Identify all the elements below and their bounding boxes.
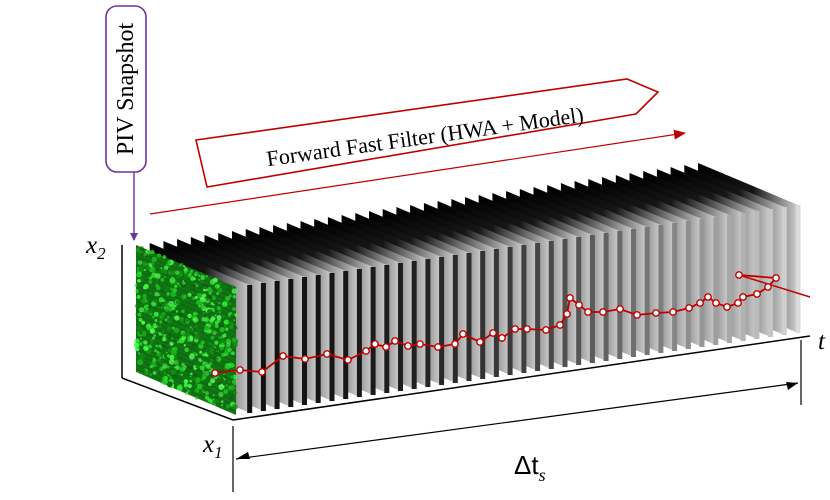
trajectory-point: [362, 347, 370, 355]
trajectory-point: [511, 325, 519, 333]
trajectory-point: [616, 305, 624, 313]
trajectory-point: [391, 337, 399, 345]
duration-label: Δts: [514, 450, 546, 485]
trajectory-point: [523, 325, 531, 333]
piv-snapshot-plane: [133, 245, 239, 415]
duration-dimension: Δts: [232, 340, 802, 492]
trajectory-point: [382, 343, 390, 351]
duration-arrow-left-head: [236, 452, 250, 459]
trajectory-point: [476, 338, 484, 346]
trajectory-point: [704, 293, 712, 301]
duration-arrow-line: [235, 382, 799, 460]
trajectory-point: [236, 366, 244, 374]
t-axis-line: [232, 335, 811, 421]
trajectory-point: [652, 309, 660, 317]
trajectory-point: [211, 369, 219, 377]
coordinate-axes: [121, 245, 811, 421]
trajectory-point: [599, 308, 607, 316]
trajectory-point: [434, 343, 442, 351]
trajectory-point: [556, 321, 564, 329]
trajectory-point: [459, 330, 467, 338]
trajectory-point: [734, 299, 742, 307]
x1-axis-line: [121, 377, 234, 421]
trajectory-point: [323, 350, 331, 358]
trajectory-point: [563, 310, 571, 318]
trajectory-point: [489, 329, 497, 337]
trajectory-point: [404, 342, 412, 350]
x2-axis-label: x2: [85, 232, 106, 263]
trajectory-point: [344, 356, 352, 364]
particle-trajectory: [211, 271, 811, 377]
trajectory-point: [753, 290, 761, 298]
trajectory-point: [542, 326, 550, 334]
piv-snapshot-box: [105, 5, 147, 173]
trajectory-point: [301, 355, 309, 363]
trajectory-point: [633, 311, 641, 319]
x1-axis-label: x1: [202, 431, 223, 462]
trajectory-point: [723, 303, 731, 311]
trajectory-point: [279, 352, 287, 360]
trajectory-point: [669, 308, 677, 316]
trajectory-point: [584, 308, 592, 316]
t-axis-label: t: [818, 328, 826, 355]
trajectory-point: [735, 271, 743, 279]
piv-snapshot-callout: PIV Snapshot: [105, 5, 147, 241]
duration-arrow-right-head: [786, 382, 798, 390]
trajectory-point: [696, 299, 704, 307]
trajectory-point: [764, 283, 772, 291]
trajectory-point: [258, 368, 266, 376]
trajectory-point: [685, 304, 693, 312]
trajectory-point: [566, 294, 574, 302]
trajectory-point: [498, 334, 506, 342]
trajectory-point: [739, 293, 747, 301]
trajectory-point: [712, 299, 720, 307]
time-direction-arrow: [149, 129, 686, 215]
piv-snapshot-label: PIV Snapshot: [113, 23, 139, 156]
trajectory-point: [451, 340, 459, 348]
trajectory-point: [772, 274, 780, 282]
trajectory-point: [416, 340, 424, 348]
time-frame-stack: [149, 163, 801, 413]
trajectory-point: [371, 340, 379, 348]
trajectory-point: [575, 301, 583, 309]
forward-filter-arrow-box: [195, 78, 660, 188]
